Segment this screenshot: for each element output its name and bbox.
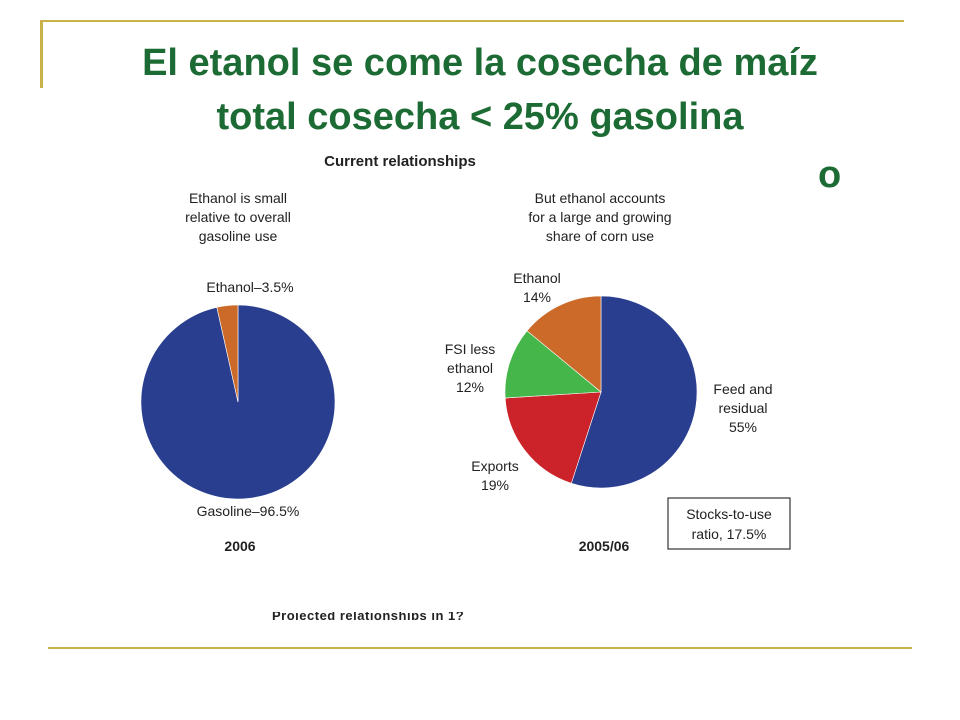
pie2-slice-1 <box>504 391 602 484</box>
pie2-fsi-pct: 12% <box>456 379 484 395</box>
cut-off-caption: Projected relationships in 1? <box>272 612 562 620</box>
pie2-slice-3 <box>526 295 602 393</box>
stocks-box <box>667 497 791 550</box>
cut-off-caption-text: Projected relationships in 1? <box>272 612 465 620</box>
pie2-ethanol-pct: 14% <box>523 289 551 305</box>
pie2-fsi-line2: ethanol <box>447 360 493 376</box>
bottom-rule <box>48 647 912 649</box>
right-note-line3: share of corn use <box>546 228 654 244</box>
pie-charts: Current relationships Ethanol is small r… <box>140 153 791 554</box>
pie2-exports-name: Exports <box>471 458 518 474</box>
pie2-year: 2005/06 <box>579 538 630 554</box>
pie-2005-06 <box>504 295 698 489</box>
left-note-line1: Ethanol is small <box>189 190 287 206</box>
figure-heading: Current relationships <box>324 153 476 170</box>
left-note-line2: relative to overall <box>185 209 291 225</box>
slide-title-line2: total cosecha < 25% gasolina <box>216 96 744 138</box>
left-note-line3: gasoline use <box>199 228 278 244</box>
left-accent-rule <box>40 20 43 88</box>
pie1-year: 2006 <box>224 538 255 554</box>
slide-title-fragment: o <box>818 154 842 196</box>
pie2-feed-pct: 55% <box>729 419 757 435</box>
pie1-slice-1 <box>216 304 239 403</box>
pie1-label-gasoline: Gasoline–96.5% <box>197 503 300 519</box>
pie2-feed-line2: residual <box>718 400 767 416</box>
stocks-box-line1: Stocks-to-use <box>686 506 772 522</box>
slide-title-line1: El etanol se come la cosecha de maíz <box>142 42 818 84</box>
pie-2006 <box>140 304 336 500</box>
top-rule <box>40 20 904 22</box>
right-note-line1: But ethanol accounts <box>535 190 666 206</box>
pie2-slice-2 <box>504 330 602 399</box>
pie1-label-ethanol: Ethanol–3.5% <box>206 279 293 295</box>
pie2-slice-0 <box>570 295 698 489</box>
pie2-feed-line1: Feed and <box>713 381 772 397</box>
stocks-box-line2: ratio, 17.5% <box>692 526 767 542</box>
pie2-fsi-line1: FSI less <box>445 341 496 357</box>
pie2-exports-pct: 19% <box>481 477 509 493</box>
pie2-ethanol-name: Ethanol <box>513 270 560 286</box>
right-note-line2: for a large and growing <box>528 209 671 225</box>
corn-use-figure: Current relationships Ethanol is small r… <box>130 140 810 620</box>
